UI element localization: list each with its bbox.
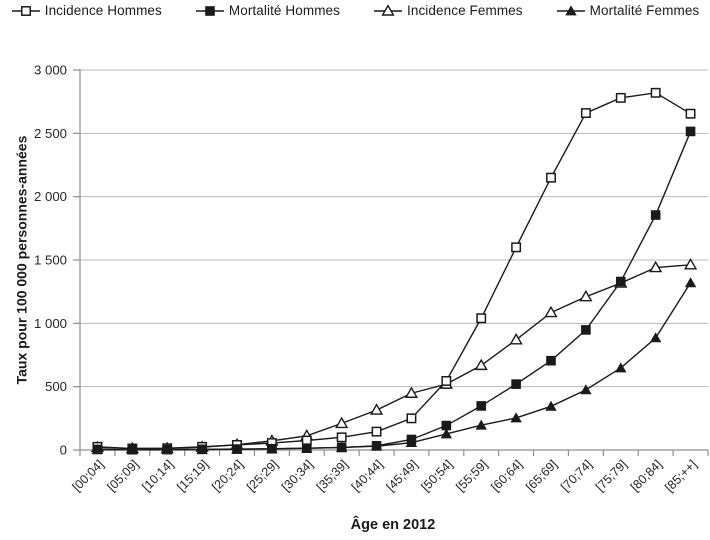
triangle-filled-glyph xyxy=(556,5,585,16)
series-marker-incidence-hommes xyxy=(615,92,626,103)
y-tick-label: 1 500 xyxy=(34,253,67,268)
legend-label: Incidence Hommes xyxy=(44,3,162,18)
series-marker-incidence-femmes xyxy=(579,289,593,302)
y-tick-label: 2 000 xyxy=(34,189,67,204)
series-marker-mortalit-hommes xyxy=(127,444,138,455)
x-tick-label: [75;79] xyxy=(593,457,630,494)
x-tick-label: [40;44] xyxy=(349,457,386,494)
series-marker-incidence-hommes xyxy=(371,426,382,437)
legend-item-incidence-femmes: Incidence Femmes xyxy=(373,3,523,18)
triangle-filled-marker-icon xyxy=(556,3,586,18)
x-tick-label: [00;04] xyxy=(70,457,107,494)
y-tick-label: 500 xyxy=(45,379,67,394)
series-marker-incidence-femmes xyxy=(474,358,488,371)
series-marker-incidence-femmes xyxy=(404,386,419,398)
x-axis-title: Âge en 2012 xyxy=(350,517,436,533)
x-tick-label: [30;34] xyxy=(279,457,316,494)
legend-label: Mortalité Femmes xyxy=(589,3,700,18)
series-marker-incidence-hommes xyxy=(650,87,661,98)
series-line-incidence-hommes xyxy=(97,92,691,450)
legend-marker xyxy=(564,5,577,16)
series-marker-mortalit-femmes xyxy=(545,400,557,411)
series-marker-mortalit-femmes xyxy=(475,419,487,430)
series-marker-mortalit-hommes xyxy=(267,443,277,454)
series-marker-mortalit-hommes xyxy=(581,325,591,335)
series-marker-incidence-hommes xyxy=(441,376,452,386)
series-line-incidence-femmes xyxy=(97,264,691,450)
legend-item-incidence-hommes: Incidence Hommes xyxy=(11,3,162,18)
triangle-open-glyph xyxy=(374,4,402,16)
x-tick-label: [25;29] xyxy=(244,457,281,494)
series-marker-incidence-hommes xyxy=(546,172,556,183)
series-marker-mortalit-hommes xyxy=(336,442,347,453)
series-marker-incidence-hommes xyxy=(476,313,487,324)
square-filled-marker-icon xyxy=(195,3,225,18)
square-filled-glyph xyxy=(195,6,224,16)
x-tick-label: [85;++] xyxy=(662,457,699,494)
legend-label: Mortalité Hommes xyxy=(228,3,340,18)
series-marker-mortalit-femmes xyxy=(580,384,592,395)
series-marker-mortalit-femmes xyxy=(684,277,697,288)
x-tick-label: [50;54] xyxy=(419,457,456,494)
x-tick-label: [45;49] xyxy=(384,457,421,494)
legend-item-mortalite-hommes: Mortalité Hommes xyxy=(195,3,340,18)
series-marker-mortalit-hommes xyxy=(406,434,417,445)
y-tick-label: 3 000 xyxy=(34,63,67,78)
series-marker-mortalit-hommes xyxy=(546,355,556,366)
y-tick-label: 0 xyxy=(60,443,67,458)
chart-legend: Incidence Hommes Mortalité Hommes Incide… xyxy=(0,3,710,18)
x-tick-label: [20;24] xyxy=(209,457,246,494)
series-marker-mortalit-hommes xyxy=(650,210,661,220)
series-marker-incidence-femmes xyxy=(683,258,698,270)
series-marker-incidence-hommes xyxy=(336,432,347,443)
series-marker-mortalit-hommes xyxy=(301,443,312,454)
legend-marker xyxy=(205,6,215,16)
series-marker-incidence-femmes xyxy=(509,332,523,345)
x-tick-label: [10;14] xyxy=(139,457,176,494)
series-marker-incidence-hommes xyxy=(685,108,696,119)
legend-marker xyxy=(381,4,395,16)
x-tick-label: [70;74] xyxy=(558,457,595,494)
series-marker-mortalit-hommes xyxy=(685,126,696,137)
series-marker-incidence-hommes xyxy=(511,242,522,253)
x-tick-label: [05;09] xyxy=(105,457,142,494)
series-marker-incidence-femmes xyxy=(335,416,349,429)
series-marker-mortalit-femmes xyxy=(440,428,453,439)
legend-item-mortalite-femmes: Mortalité Femmes xyxy=(556,3,700,18)
series-marker-mortalit-hommes xyxy=(197,444,207,455)
series-marker-mortalit-hommes xyxy=(476,401,487,411)
series-line-mortalit-hommes xyxy=(97,131,692,451)
square-open-glyph xyxy=(11,6,40,16)
series-marker-incidence-femmes xyxy=(649,260,663,273)
x-tick-label: [65;69] xyxy=(523,457,560,494)
y-tick-label: 2 500 xyxy=(34,126,67,141)
series-marker-mortalit-hommes xyxy=(162,444,173,455)
series-marker-mortalit-hommes xyxy=(615,276,626,287)
x-tick-label: [80;84] xyxy=(628,457,665,494)
series-marker-mortalit-hommes xyxy=(441,420,452,431)
series-marker-mortalit-hommes xyxy=(92,444,103,455)
series-marker-mortalit-hommes xyxy=(232,444,242,454)
series-marker-mortalit-hommes xyxy=(371,441,382,451)
series-marker-mortalit-hommes xyxy=(511,379,521,389)
x-tick-label: [55;59] xyxy=(453,457,490,494)
series-marker-mortalit-femmes xyxy=(510,412,522,423)
square-open-marker-icon xyxy=(11,3,41,18)
series-marker-incidence-hommes xyxy=(406,413,417,424)
x-tick-label: [15;19] xyxy=(174,457,211,494)
legend-label: Incidence Femmes xyxy=(407,3,523,18)
series-marker-incidence-femmes xyxy=(544,305,558,318)
series-marker-mortalit-femmes xyxy=(649,332,662,343)
series-marker-incidence-hommes xyxy=(580,108,591,119)
series-marker-incidence-femmes xyxy=(369,403,384,415)
series-marker-mortalit-femmes xyxy=(615,362,627,373)
legend-marker xyxy=(20,6,31,16)
y-tick-label: 1 000 xyxy=(34,316,67,331)
triangle-open-marker-icon xyxy=(373,3,403,18)
x-tick-label: [35;39] xyxy=(314,457,351,494)
x-tick-label: [60;64] xyxy=(488,457,525,494)
